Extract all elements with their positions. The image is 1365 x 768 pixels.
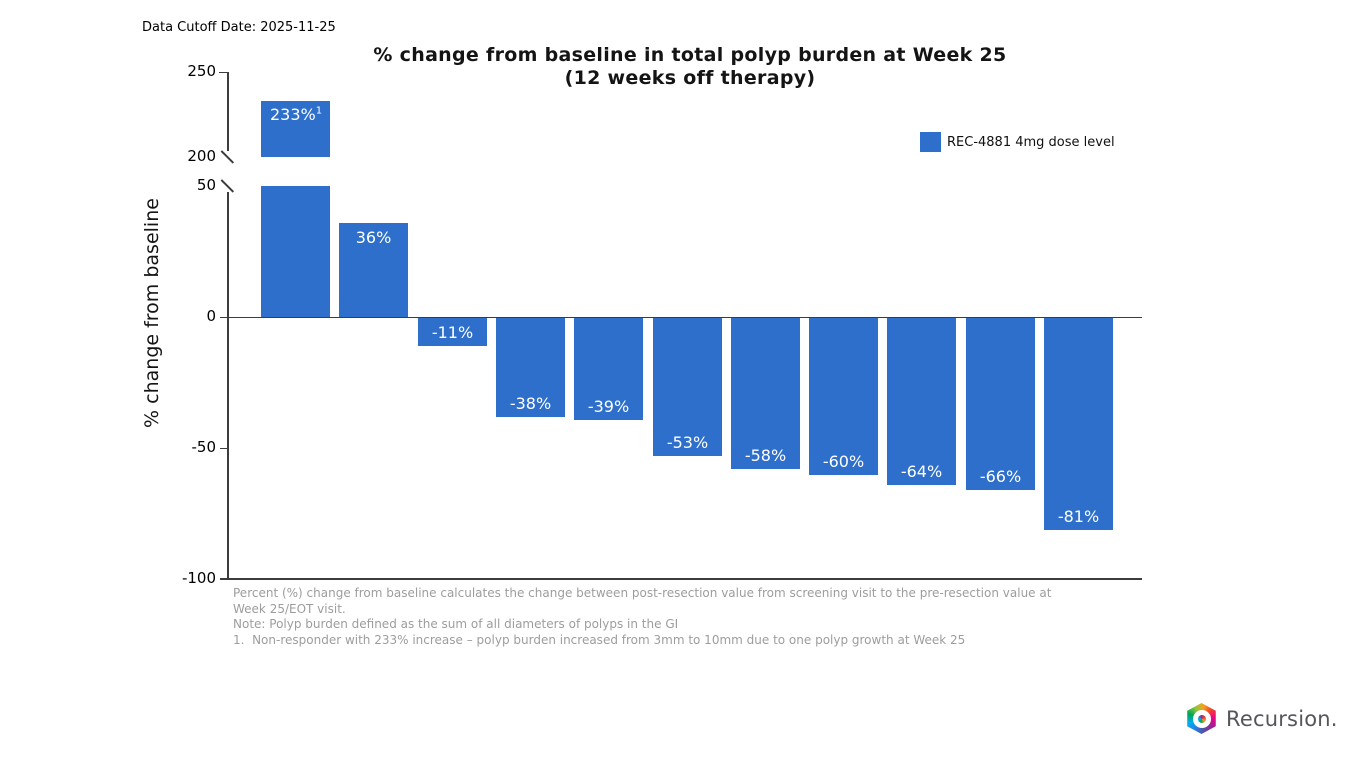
y-tick-label: 250 — [187, 62, 216, 80]
y-tick-label: -50 — [191, 438, 217, 456]
footnote-line: Week 25/EOT visit. — [233, 601, 346, 616]
y-tick-mark-0 — [220, 316, 227, 318]
chart-title: % change from baseline in total polyp bu… — [240, 44, 1140, 90]
bar-value-label: -58% — [744, 446, 787, 466]
bar: -58% — [731, 317, 800, 470]
bar: -60% — [809, 317, 878, 475]
chart-title-line2: (12 weeks off therapy) — [564, 67, 816, 89]
bar: -53% — [653, 317, 722, 457]
y-tick-label: 200 — [187, 147, 216, 165]
y-tick-mark-neg100 — [220, 578, 227, 580]
bar: -64% — [887, 317, 956, 486]
bar-value-label: -39% — [587, 396, 630, 416]
bar-value-label: -66% — [979, 467, 1022, 487]
lower-y-axis-line — [227, 192, 229, 579]
zero-baseline — [227, 316, 1142, 318]
y-tick-mark-neg50 — [220, 447, 227, 449]
recursion-logo-ring — [1192, 709, 1211, 728]
bar: 233%1 — [261, 100, 330, 157]
footnote-line: 1. Non-responder with 233% increase – po… — [233, 632, 966, 647]
footnote-line: Note: Polyp burden defined as the sum of… — [233, 617, 679, 631]
bar-value-label: -81% — [1057, 506, 1100, 526]
bar-value-label: 36% — [355, 227, 392, 247]
bar-value-label: -53% — [666, 433, 709, 453]
bar — [261, 186, 330, 317]
bar: -39% — [574, 317, 643, 420]
chart-title-line1: % change from baseline in total polyp bu… — [373, 44, 1007, 66]
footnotes: Percent (%) change from baseline calcula… — [233, 586, 1163, 648]
y-tick-mark-250 — [219, 71, 227, 73]
bar: -81% — [1044, 317, 1113, 530]
x-axis-line — [227, 578, 1142, 580]
recursion-logo: Recursion. — [1186, 703, 1338, 734]
bar-value-label: -64% — [900, 462, 943, 482]
recursion-wordmark: Recursion. — [1226, 706, 1338, 731]
data-cutoff-label: Data Cutoff Date: 2025-11-25 — [142, 20, 336, 35]
bar-value-label: -11% — [431, 323, 474, 343]
y-tick-label: -100 — [181, 569, 216, 587]
recursion-logo-icon — [1187, 703, 1216, 734]
recursion-logo-core — [1197, 714, 1206, 723]
bar-value-label: -60% — [822, 451, 865, 471]
bar: 36% — [339, 222, 408, 317]
y-tick-label: 0 — [206, 307, 216, 325]
footnote-line: Percent (%) change from baseline calcula… — [233, 586, 1052, 600]
bar-value-label: 233%1 — [270, 104, 323, 124]
bar: -11% — [418, 317, 487, 347]
bar: -66% — [966, 317, 1035, 491]
bar-value-label: -38% — [509, 394, 552, 414]
legend-swatch — [920, 132, 941, 152]
y-tick-label: 50 — [196, 176, 216, 194]
legend-label: REC-4881 4mg dose level — [947, 134, 1115, 150]
legend: REC-4881 4mg dose level — [920, 132, 1115, 152]
upper-y-axis-line — [227, 72, 229, 151]
bar: -38% — [496, 317, 565, 418]
